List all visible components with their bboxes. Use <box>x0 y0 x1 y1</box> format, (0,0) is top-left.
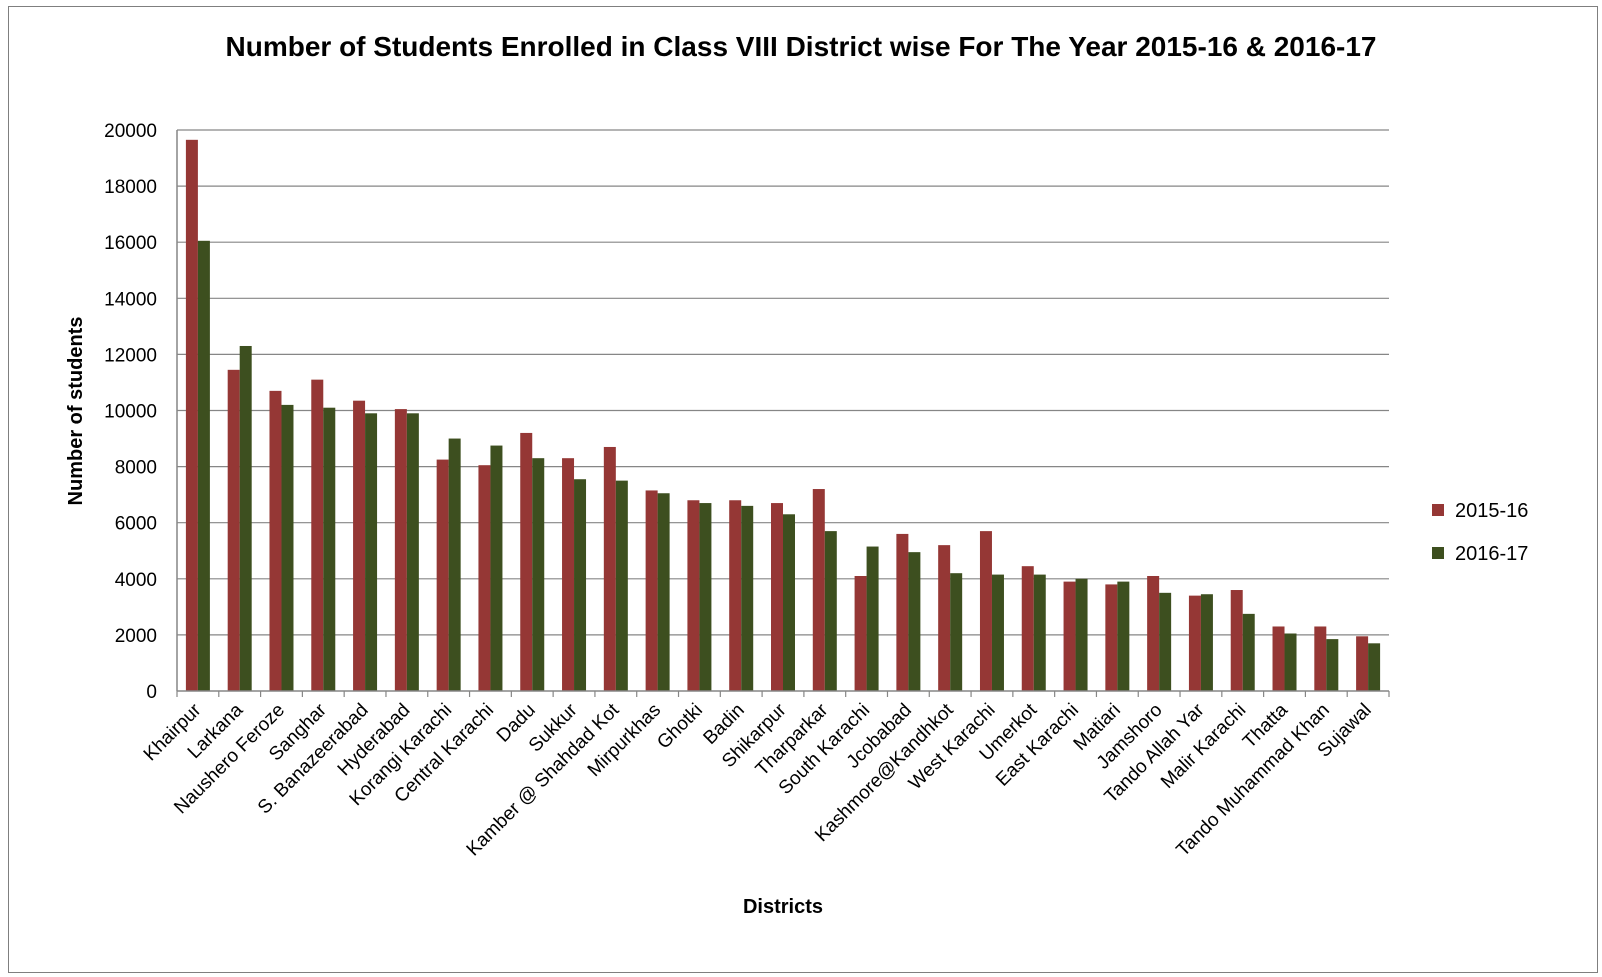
bar-2016-17 <box>448 438 461 691</box>
y-axis-title: Number of students <box>65 317 87 506</box>
bar-2016-17 <box>991 574 1004 691</box>
bar-2015-16 <box>1147 575 1160 691</box>
y-tick-label: 4000 <box>115 570 157 591</box>
bars <box>185 139 1381 692</box>
bar-2015-16 <box>603 446 616 691</box>
y-tick-label: 10000 <box>104 402 157 423</box>
bar-2015-16 <box>1356 636 1369 691</box>
bar-2015-16 <box>227 369 240 691</box>
bar-2016-17 <box>532 458 545 691</box>
bar-2015-16 <box>1021 566 1034 691</box>
bar-2015-16 <box>311 379 324 691</box>
bar-2016-17 <box>699 503 712 691</box>
legend-swatch <box>1432 547 1444 559</box>
bar-2015-16 <box>520 432 533 691</box>
y-tick-label: 0 <box>146 682 157 703</box>
bar-2015-16 <box>1314 626 1327 691</box>
bar-2015-16 <box>1105 584 1118 691</box>
chart-title: Number of Students Enrolled in Class VII… <box>225 31 1377 62</box>
bar-2015-16 <box>353 400 366 691</box>
x-tick-label: Ghotki <box>653 700 707 754</box>
bar-chart: 0 2000 4000 6000 8000 10000 12000 14000 16000 180… <box>65 121 1528 918</box>
bar-2015-16 <box>1230 590 1243 691</box>
bar-2016-17 <box>1242 613 1255 691</box>
bar-2016-17 <box>1075 578 1088 691</box>
bar-2016-17 <box>365 413 378 691</box>
bar-2016-17 <box>197 240 210 692</box>
bar-2015-16 <box>938 545 951 691</box>
bar-2015-16 <box>562 458 575 691</box>
y-tick-label: 18000 <box>104 177 157 198</box>
bar-2016-17 <box>950 573 963 691</box>
y-tick-label: 12000 <box>104 345 157 366</box>
bar-2016-17 <box>574 479 587 691</box>
axes <box>176 130 1390 697</box>
bar-2016-17 <box>908 552 921 691</box>
bar-2016-17 <box>1326 639 1339 691</box>
chart-area: Number of Students Enrolled in Class VII… <box>8 6 1598 973</box>
bar-2015-16 <box>1272 626 1285 691</box>
bar-2016-17 <box>866 546 879 691</box>
y-tick-label: 14000 <box>104 289 157 310</box>
bar-2016-17 <box>741 505 754 691</box>
bar-2016-17 <box>1284 633 1297 691</box>
bar-2015-16 <box>812 489 825 691</box>
bar-2015-16 <box>1063 581 1076 691</box>
bar-2016-17 <box>783 514 795 691</box>
bar-2015-16 <box>478 465 491 691</box>
bar-2016-17 <box>1033 574 1046 691</box>
y-tick-label: 6000 <box>115 514 157 535</box>
legend-label: 2015-16 <box>1455 500 1528 522</box>
bar-2015-16 <box>687 500 700 691</box>
bar-2015-16 <box>436 459 449 691</box>
legend-label: 2016-17 <box>1455 543 1528 565</box>
bar-2015-16 <box>979 531 992 691</box>
bar-2016-17 <box>657 493 670 691</box>
bar-2016-17 <box>323 407 336 691</box>
bar-2015-16 <box>729 500 742 691</box>
legend: 2015-16 2016-17 <box>1432 500 1528 565</box>
bar-2016-17 <box>490 445 503 691</box>
x-axis-title: Districts <box>743 896 823 918</box>
bar-2015-16 <box>771 503 783 691</box>
bar-2016-17 <box>239 345 252 691</box>
y-tick-label: 16000 <box>104 233 157 254</box>
bar-2015-16 <box>645 490 658 691</box>
bar-2016-17 <box>281 404 294 691</box>
bar-2015-16 <box>854 575 867 691</box>
bar-2015-16 <box>1188 595 1201 691</box>
bar-2016-17 <box>1368 643 1381 691</box>
bar-2016-17 <box>824 531 837 691</box>
y-tick-label: 8000 <box>115 458 157 479</box>
bar-2016-17 <box>1117 581 1130 691</box>
y-tick-label: 20000 <box>104 121 157 142</box>
legend-swatch <box>1432 504 1444 516</box>
bar-2015-16 <box>394 409 407 691</box>
bar-2015-16 <box>269 390 282 691</box>
y-tick-labels: 0 2000 4000 6000 8000 10000 12000 14000 16000 180… <box>104 121 157 703</box>
bar-2016-17 <box>406 413 419 691</box>
bar-2015-16 <box>896 533 909 691</box>
bar-2016-17 <box>615 480 628 691</box>
bar-2015-16 <box>185 139 198 691</box>
bar-2016-17 <box>1200 594 1213 691</box>
bar-2016-17 <box>1159 592 1172 691</box>
y-tick-label: 2000 <box>115 626 157 647</box>
